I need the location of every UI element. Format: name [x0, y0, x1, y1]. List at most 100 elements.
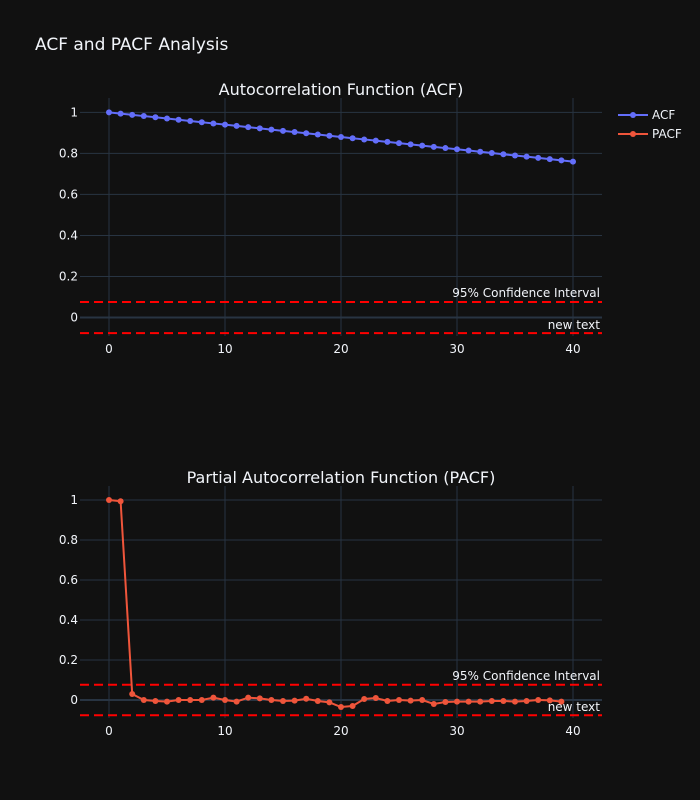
pacf-data-point[interactable]	[256, 695, 263, 702]
acf-data-point[interactable]	[291, 129, 298, 136]
acf-data-point[interactable]	[152, 114, 159, 121]
acf-data-point[interactable]	[419, 142, 426, 149]
pacf-y-tick-label: 0.6	[59, 573, 78, 587]
pacf-data-point[interactable]	[129, 691, 136, 697]
pacf-data-point[interactable]	[140, 697, 147, 703]
pacf-data-point[interactable]	[512, 698, 518, 705]
acf-data-point[interactable]	[361, 136, 368, 143]
pacf-data-point[interactable]	[488, 698, 495, 704]
acf-data-point[interactable]	[384, 138, 391, 145]
pacf-data-point[interactable]	[303, 695, 310, 702]
acf-data-point[interactable]	[570, 158, 576, 165]
pacf-data-point[interactable]	[222, 697, 228, 703]
acf-data-point[interactable]	[338, 133, 344, 140]
acf-data-point[interactable]	[106, 109, 112, 116]
pacf-data-point[interactable]	[314, 698, 321, 704]
acf-y-tick-label: 0	[70, 311, 78, 325]
acf-data-point[interactable]	[245, 124, 252, 131]
acf-data-point[interactable]	[442, 145, 449, 152]
pacf-data-point[interactable]	[175, 697, 182, 703]
acf-data-point[interactable]	[454, 146, 460, 153]
acf-data-point[interactable]	[280, 127, 286, 134]
pacf-y-tick-label: 0.2	[59, 653, 78, 667]
pacf-data-point[interactable]	[291, 697, 298, 704]
pacf-data-point[interactable]	[407, 697, 414, 704]
legend-item-pacf[interactable]: PACF	[618, 127, 682, 141]
acf-data-point[interactable]	[477, 148, 484, 155]
pacf-data-point[interactable]	[546, 697, 553, 704]
acf-y-tick-label: 0.6	[59, 187, 78, 201]
acf-y-tick-label: 0.4	[59, 228, 78, 242]
pacf-data-point[interactable]	[465, 698, 472, 705]
acf-data-point[interactable]	[164, 115, 170, 122]
acf-data-point[interactable]	[407, 141, 414, 148]
acf-data-point[interactable]	[396, 140, 402, 147]
pacf-data-point[interactable]	[233, 698, 240, 705]
pacf-data-point[interactable]	[338, 704, 344, 710]
pacf-data-point[interactable]	[349, 703, 356, 709]
acf-data-point[interactable]	[430, 143, 437, 150]
legend[interactable]: ACF PACF	[618, 108, 682, 141]
pacf-data-point[interactable]	[477, 698, 484, 705]
pacf-y-tick-label: 1	[70, 493, 78, 507]
acf-data-point[interactable]	[465, 147, 472, 154]
pacf-data-point[interactable]	[384, 698, 391, 704]
acf-chart-title: Autocorrelation Function (ACF)	[219, 80, 464, 99]
acf-data-point[interactable]	[500, 151, 507, 158]
pacf-data-point[interactable]	[442, 699, 449, 705]
pacf-data-point[interactable]	[117, 498, 124, 505]
pacf-data-point[interactable]	[106, 497, 112, 503]
legend-item-acf[interactable]: ACF	[618, 108, 675, 122]
acf-data-point[interactable]	[129, 111, 136, 118]
pacf-data-point[interactable]	[361, 696, 368, 702]
pacf-data-point[interactable]	[372, 695, 379, 701]
pacf-data-point[interactable]	[152, 698, 159, 704]
pacf-data-point[interactable]	[198, 697, 205, 703]
acf-data-point[interactable]	[523, 153, 530, 160]
acf-data-point[interactable]	[268, 126, 275, 133]
acf-data-point[interactable]	[488, 149, 495, 156]
pacf-x-tick-label: 40	[565, 724, 580, 738]
acf-data-point[interactable]	[187, 117, 194, 124]
acf-data-point[interactable]	[222, 121, 228, 128]
acf-data-point[interactable]	[233, 122, 240, 129]
pacf-data-point[interactable]	[419, 697, 426, 703]
acf-data-point[interactable]	[117, 110, 124, 117]
pacf-data-point[interactable]	[396, 697, 402, 703]
pacf-data-point[interactable]	[245, 694, 252, 701]
acf-panel: Autocorrelation Function (ACF) 0 10 20 30 40…	[59, 80, 602, 356]
legend-acf-swatch-marker	[630, 112, 636, 118]
pacf-data-point[interactable]	[558, 698, 565, 705]
pacf-data-point[interactable]	[523, 698, 530, 704]
acf-data-point[interactable]	[512, 152, 518, 159]
acf-data-point[interactable]	[175, 116, 182, 123]
acf-data-point[interactable]	[210, 120, 217, 127]
pacf-data-point[interactable]	[500, 698, 507, 704]
acf-data-point[interactable]	[314, 131, 321, 138]
acf-data-point[interactable]	[349, 135, 356, 142]
pacf-data-point[interactable]	[326, 699, 333, 706]
acf-data-point[interactable]	[535, 154, 542, 161]
acf-data-point[interactable]	[326, 132, 333, 139]
pacf-data-point[interactable]	[430, 701, 437, 707]
acf-x-tick-label: 0	[105, 342, 113, 356]
acf-x-tick-label: 20	[333, 342, 348, 356]
acf-data-point[interactable]	[256, 125, 263, 132]
pacf-data-point[interactable]	[164, 698, 170, 705]
pacf-data-point[interactable]	[187, 697, 194, 703]
acf-grid	[80, 98, 602, 336]
pacf-data-point[interactable]	[280, 698, 286, 704]
pacf-data-point[interactable]	[268, 697, 275, 703]
pacf-data-point[interactable]	[535, 697, 542, 703]
pacf-data-point[interactable]	[454, 698, 460, 705]
acf-data-point[interactable]	[140, 113, 147, 120]
acf-data-point[interactable]	[372, 137, 379, 144]
acf-data-point[interactable]	[558, 157, 565, 164]
pacf-series-line	[108, 499, 562, 709]
acf-data-point[interactable]	[546, 156, 553, 163]
pacf-data-point[interactable]	[210, 694, 217, 701]
acf-data-point[interactable]	[198, 119, 205, 126]
acf-data-point[interactable]	[303, 130, 310, 137]
